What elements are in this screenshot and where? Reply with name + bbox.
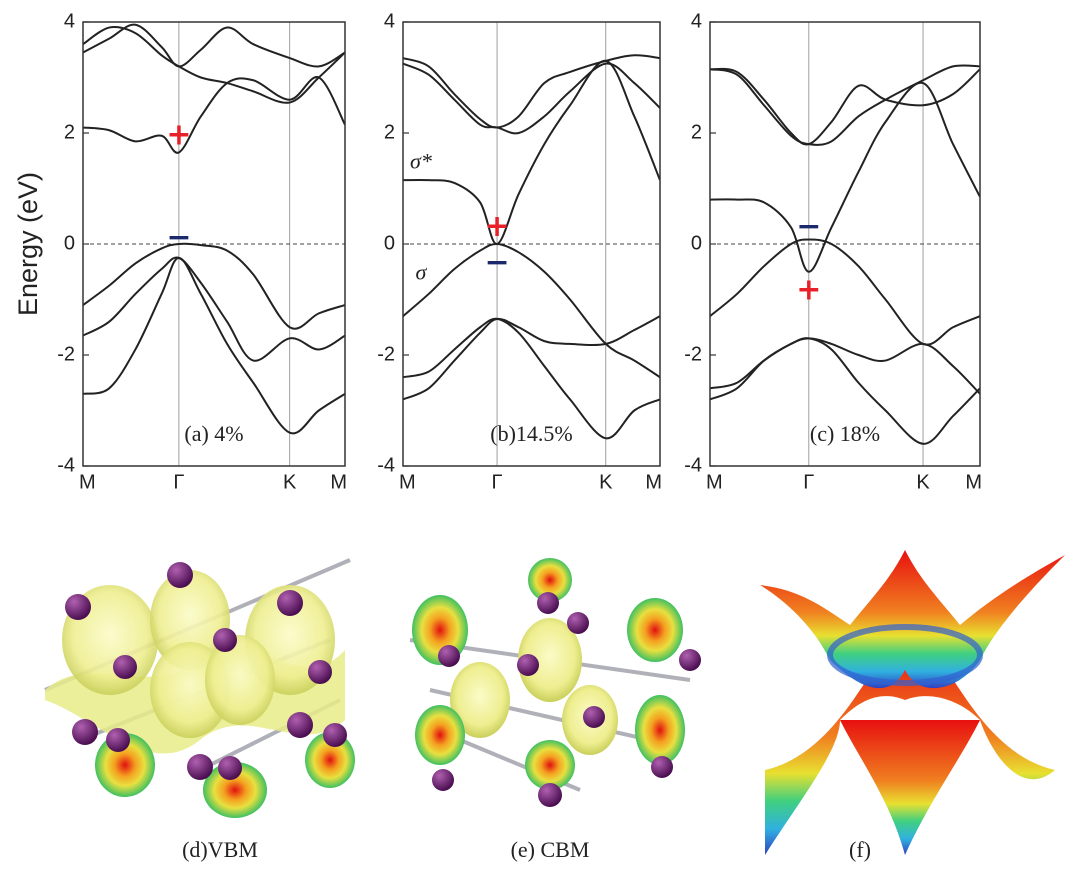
band-line [403,244,660,377]
x-tick-label: M [965,471,982,493]
y-tick-label: -2 [684,343,702,365]
band-line [83,258,345,434]
image-caption: (e) CBM [511,837,590,862]
x-tick-label: Γ [803,471,814,493]
y-tick-label: 2 [691,121,702,143]
x-tick-label: M [79,471,96,493]
y-tick-label: -2 [377,343,395,365]
y-axis-label: Energy (eV) [13,172,43,316]
band-edge-marker: + [796,273,821,308]
y-tick-label: 2 [64,121,75,143]
cbm-image [410,558,701,807]
x-tick-label: Γ [492,471,503,493]
y-tick-label: 0 [64,232,75,254]
band-line [83,25,345,67]
band-edge-marker: − [796,209,821,244]
image-caption: (f) [849,837,871,862]
band-edge-marker: + [484,209,509,244]
y-tick-label: -2 [57,343,75,365]
x-tick-label: M [399,471,416,493]
band-line [403,61,660,244]
band-line [403,55,660,127]
panel-caption: (a) 4% [184,421,243,446]
band-label: σ* [410,149,432,174]
vbm-image [45,560,355,818]
y-tick-label: -4 [684,454,702,476]
y-tick-label: -4 [377,454,395,476]
panel-caption: (b)14.5% [490,421,572,446]
band-line [83,77,345,153]
y-tick-label: 4 [384,10,395,32]
x-tick-label: M [645,471,662,493]
x-tick-label: M [330,471,347,493]
band-line [710,83,980,272]
y-tick-label: 0 [691,232,702,254]
band-line [83,244,345,329]
panel-caption: (c) 18% [810,421,880,446]
plot-frame [83,22,345,466]
y-tick-label: 4 [64,10,75,32]
image-caption: (d)VBM [182,837,258,862]
band-line [403,316,660,399]
figure: -4-2024MΓKM+−(a) 4%Energy (eV)-4-2024MΓK… [0,0,1075,869]
x-tick-label: M [706,471,723,493]
band-edge-marker: + [166,117,191,152]
x-tick-label: K [599,471,613,493]
band-edge-marker: − [166,220,191,255]
band-edge-marker: − [484,245,509,280]
x-tick-label: K [916,471,930,493]
band-line [710,338,980,399]
x-tick-label: K [283,471,297,493]
band-label: σ [416,260,428,285]
x-tick-label: Γ [173,471,184,493]
cone-image [760,550,1065,855]
y-tick-label: -4 [57,454,75,476]
band-line [710,69,980,145]
band-line [710,65,980,144]
y-tick-label: 0 [384,232,395,254]
band-line [710,240,980,345]
y-tick-label: 2 [384,121,395,143]
y-tick-label: 4 [691,10,702,32]
